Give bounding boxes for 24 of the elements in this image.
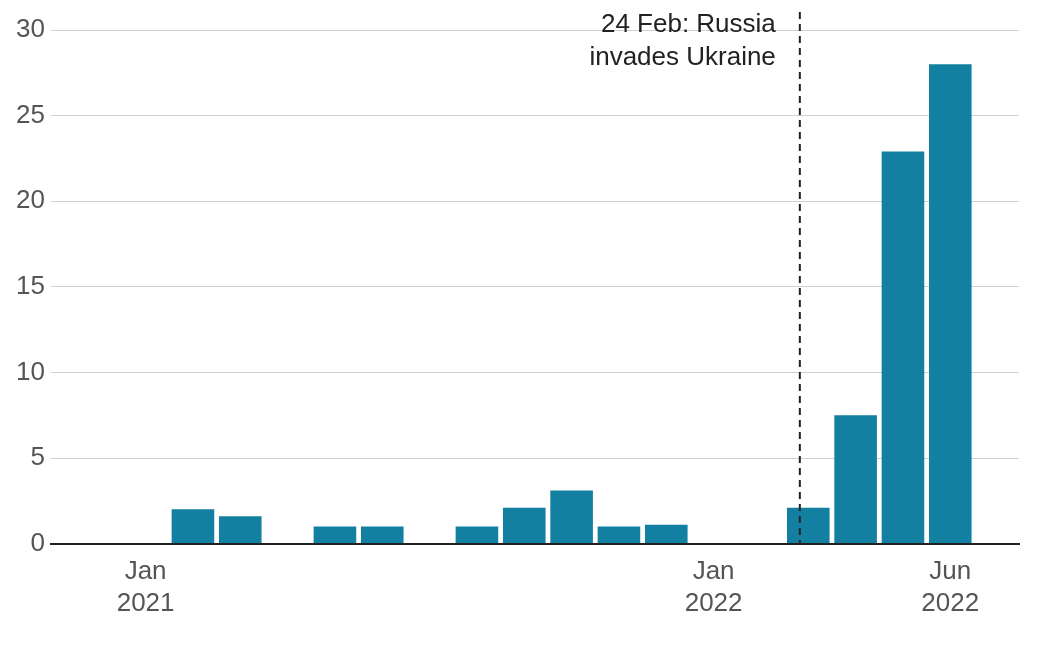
bar <box>834 415 877 544</box>
y-tick-label: 30 <box>16 13 45 44</box>
y-tick-label: 5 <box>30 441 45 472</box>
bar <box>786 507 830 544</box>
y-tick-label: 25 <box>16 98 45 129</box>
y-tick-label: 0 <box>30 526 45 557</box>
bar <box>313 526 357 544</box>
bar <box>644 524 688 544</box>
bar <box>360 526 404 544</box>
y-tick-label: 15 <box>16 269 45 300</box>
bar <box>928 64 972 544</box>
bar <box>218 516 262 544</box>
bar <box>502 507 546 544</box>
x-tick-label: Jun 2022 <box>921 555 980 617</box>
x-tick-label: Jan 2022 <box>684 555 743 617</box>
y-tick-label: 10 <box>16 355 45 386</box>
bar <box>881 151 925 544</box>
ref-line-label: 24 Feb: Russia invades Ukraine <box>589 8 777 72</box>
x-tick-label: Jan 2021 <box>116 555 175 617</box>
bar <box>171 509 215 544</box>
bar <box>455 526 499 544</box>
y-tick-label: 20 <box>16 184 45 215</box>
bar <box>550 490 593 544</box>
bar <box>597 526 641 544</box>
